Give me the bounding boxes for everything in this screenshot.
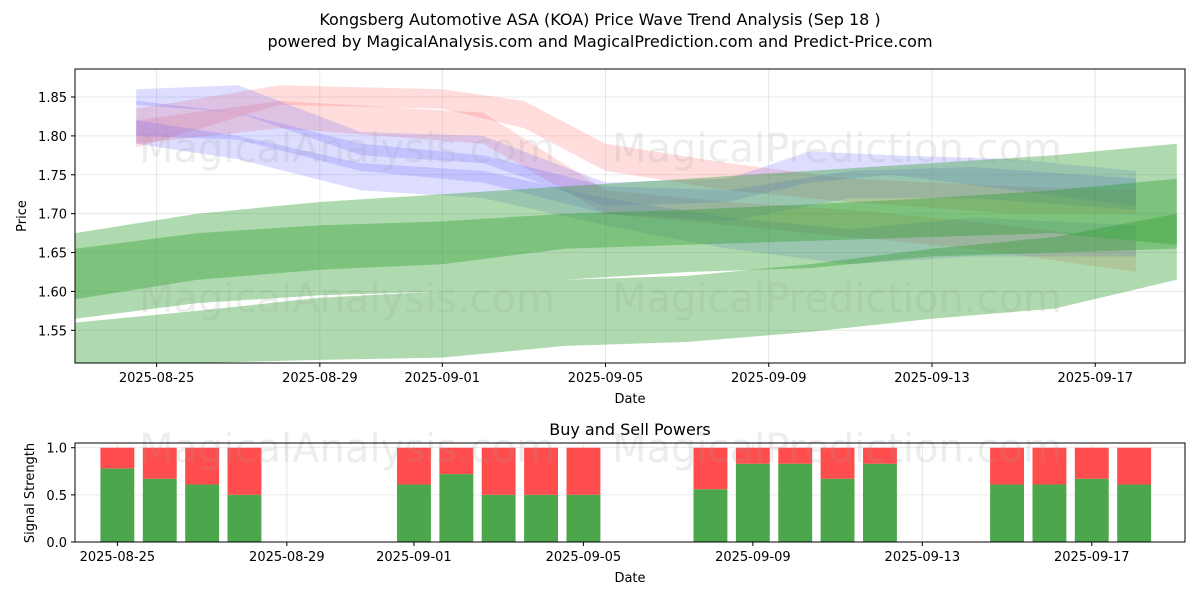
watermark: MagicalPrediction.com	[612, 126, 1062, 172]
price-plot-frame	[74, 68, 1186, 364]
x-tick-label: 2025-09-01	[376, 550, 452, 565]
signal-ticks: 2025-08-25 2025-08-29 2025-09-01 2025-09-05…	[46, 442, 1129, 565]
sell-bar	[1074, 447, 1109, 479]
wave-band	[136, 100, 1136, 273]
sell-bar	[142, 447, 177, 479]
wave-band	[75, 143, 1177, 319]
signal-watermarks: MagicalAnalysis.com MagicalPrediction.co…	[139, 426, 1062, 472]
price-ylabel: Price	[15, 200, 30, 232]
signal-chart: Buy and Sell Powers MagicalAnalysis.com …	[23, 420, 1186, 586]
sell-bar	[185, 447, 220, 485]
sell-bar	[863, 447, 897, 464]
x-tick-label: 2025-08-25	[80, 550, 156, 565]
y-tick-label: 0.0	[46, 536, 67, 551]
buy-bar	[735, 463, 770, 542]
sell-bar	[778, 447, 813, 464]
watermark: MagicalAnalysis.com	[139, 126, 555, 172]
x-tick-label: 2025-09-09	[715, 550, 791, 565]
x-tick-label: 2025-09-13	[894, 371, 970, 386]
sell-bar	[990, 447, 1024, 485]
x-tick-label: 2025-08-29	[282, 371, 358, 386]
buy-bar	[693, 489, 728, 542]
x-tick-label: 2025-08-25	[119, 371, 195, 386]
buy-bar	[185, 484, 220, 542]
buy-bar	[439, 474, 474, 542]
x-tick-label: 2025-09-05	[568, 371, 644, 386]
price-watermarks: MagicalAnalysis.com MagicalPrediction.co…	[139, 126, 1062, 322]
buy-bar	[820, 478, 855, 542]
wave-band	[75, 178, 1177, 300]
sell-bar	[735, 447, 770, 464]
buy-bar	[227, 494, 262, 542]
buy-bar	[1117, 484, 1152, 542]
sell-bar	[439, 447, 474, 475]
wave-band	[136, 85, 1136, 206]
x-tick-label: 2025-09-05	[546, 550, 622, 565]
sell-bar	[1117, 447, 1152, 485]
buy-bar	[1074, 478, 1109, 542]
x-tick-label: 2025-09-13	[885, 550, 961, 565]
y-tick-label: 1.55	[38, 324, 67, 339]
buy-bar	[397, 484, 431, 542]
x-tick-label: 2025-09-01	[404, 371, 480, 386]
buy-bar	[100, 468, 135, 542]
y-tick-label: 1.70	[38, 208, 67, 223]
signal-bars	[100, 447, 1152, 542]
sell-bar	[566, 447, 601, 495]
sell-bar	[820, 447, 855, 479]
price-grid	[75, 69, 1185, 363]
price-xlabel: Date	[614, 392, 645, 407]
signal-xlabel: Date	[614, 571, 645, 586]
sell-bar	[100, 447, 135, 469]
y-tick-label: 1.80	[38, 130, 67, 145]
wave-band	[136, 100, 1136, 222]
y-tick-label: 0.5	[46, 489, 67, 504]
signal-plot-frame	[74, 442, 1186, 543]
buy-bar	[778, 463, 813, 542]
watermark: MagicalPrediction.com	[612, 426, 1062, 472]
buy-bar	[566, 494, 601, 542]
sell-bar	[524, 447, 558, 495]
price-bands	[75, 85, 1177, 363]
buy-bar	[524, 494, 558, 542]
watermark: MagicalAnalysis.com	[139, 276, 555, 322]
x-tick-label: 2025-09-17	[1054, 550, 1130, 565]
sell-bar	[693, 447, 728, 490]
y-tick-label: 1.0	[46, 442, 67, 457]
price-ticks: 2025-08-25 2025-08-29 2025-09-01 2025-09-05…	[38, 91, 1133, 386]
buy-bar	[990, 484, 1024, 542]
sell-bar	[1032, 447, 1067, 485]
watermark: MagicalAnalysis.com	[139, 426, 555, 472]
wave-band	[136, 85, 1136, 214]
signal-ylabel: Signal Strength	[23, 443, 38, 543]
signal-title: Buy and Sell Powers	[549, 420, 711, 439]
y-tick-label: 1.65	[38, 247, 67, 262]
sell-bar	[227, 447, 262, 495]
wave-band	[136, 120, 1136, 265]
x-tick-label: 2025-09-17	[1057, 371, 1133, 386]
watermark: MagicalPrediction.com	[612, 276, 1062, 322]
price-chart: MagicalAnalysis.com MagicalPrediction.co…	[15, 68, 1186, 407]
x-tick-label: 2025-08-29	[249, 550, 325, 565]
wave-band	[75, 213, 1177, 363]
buy-bar	[863, 463, 897, 542]
y-tick-label: 1.75	[38, 169, 67, 184]
buy-bar	[1032, 484, 1067, 542]
buy-bar	[481, 494, 516, 542]
sell-bar	[397, 447, 431, 485]
y-tick-label: 1.85	[38, 91, 67, 106]
x-tick-label: 2025-09-09	[731, 371, 807, 386]
buy-bar	[142, 478, 177, 542]
main-title: Kongsberg Automotive ASA (KOA) Price Wav…	[319, 10, 880, 29]
sell-bar	[481, 447, 516, 495]
y-tick-label: 1.60	[38, 285, 67, 300]
main-subtitle: powered by MagicalAnalysis.com and Magic…	[267, 32, 932, 51]
